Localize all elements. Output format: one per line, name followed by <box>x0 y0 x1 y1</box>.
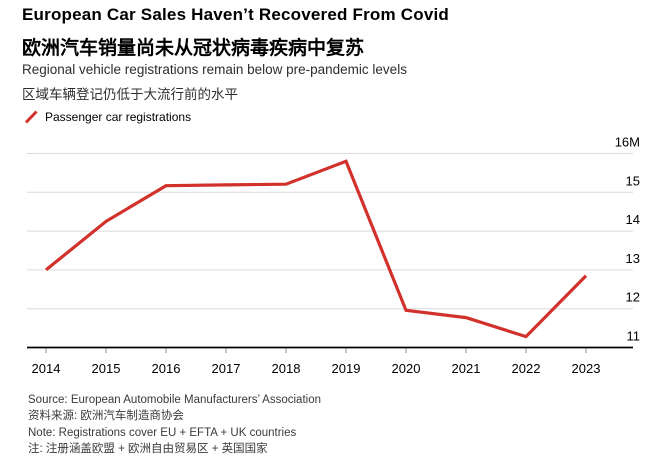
x-axis-label: 2015 <box>92 361 121 376</box>
x-axis-label: 2023 <box>572 361 601 376</box>
y-axis-label: 15 <box>626 173 640 188</box>
note-line-en: Note: Registrations cover EU + EFTA + UK… <box>28 426 297 439</box>
x-axis-label: 2020 <box>392 361 421 376</box>
source-line-en: Source: European Automobile Manufacturer… <box>28 394 321 406</box>
y-axis-label: 12 <box>626 290 640 305</box>
chart-subtitle-zh: 区域车辆登记仍低于大流行前的水平 <box>22 87 238 102</box>
x-axis-label: 2021 <box>452 361 481 376</box>
x-axis-label: 2017 <box>212 361 241 376</box>
x-axis-label: 2022 <box>512 361 541 376</box>
note-line-zh: 注: 注册涵盖欧盟 + 欧洲自由贸易区 + 英国国家 <box>28 442 268 455</box>
x-axis-label: 2018 <box>272 361 301 376</box>
chart-subtitle-en: Regional vehicle registrations remain be… <box>22 62 407 77</box>
chart-title-en: European Car Sales Haven’t Recovered Fro… <box>22 5 449 24</box>
y-axis-label: 11 <box>627 329 641 344</box>
legend: Passenger car registrations <box>25 110 191 124</box>
x-axis-label: 2014 <box>32 361 61 376</box>
legend-line-marker-icon <box>25 110 38 124</box>
source-line-zh: 资料来源: 欧洲汽车制造商协会 <box>28 410 184 423</box>
legend-label: Passenger car registrations <box>45 110 192 124</box>
x-axis-label: 2016 <box>152 361 181 376</box>
x-axis-label: 2019 <box>332 361 361 376</box>
chart-title-zh: 欧洲汽车销量尚未从冠状病毒疾病中复苏 <box>22 38 365 59</box>
chart-footnotes: Source: European Automobile Manufacturer… <box>28 392 321 457</box>
y-axis-label: 13 <box>626 251 640 266</box>
registrations-line <box>44 159 588 339</box>
y-axis-label: 16M <box>615 135 640 150</box>
y-axis-label: 14 <box>626 212 640 227</box>
